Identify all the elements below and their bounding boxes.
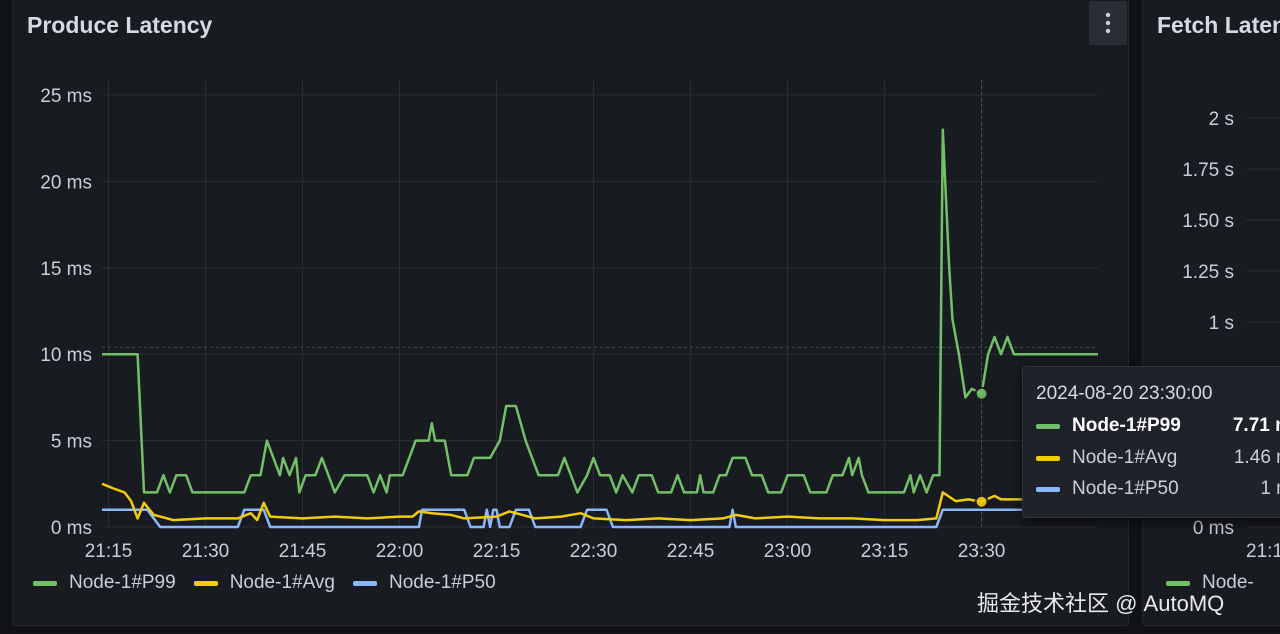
y-tick-label: 25 ms [40,86,92,107]
tooltip-series-value: 1 m [1260,478,1280,499]
fetch-y-tick-label: 1.75 s [1182,160,1234,181]
x-tick-label: 23:00 [764,541,812,562]
legend-item-p99[interactable]: Node-1#P99 [33,572,176,594]
panel-title: Produce Latency [27,12,213,38]
tooltip-series-name: Node-1#P50 [1072,478,1179,499]
x-axis: 21:15 21:30 21:45 22:00 22:15 22:30 22:45 23:00… [85,541,1006,562]
tooltip-row-avg: Node-1#Avg 1.46 m [1036,447,1280,469]
x-tick-label: 21:45 [279,541,327,562]
series-line-Node-1#Avg [101,482,1098,522]
legend-label: Node-1#Avg [229,572,335,593]
fetch-x-tick-label: 21:15 [1246,541,1280,562]
legend-swatch [352,580,377,586]
produce-latency-panel: Produce Latency [12,0,1129,626]
panel-menu-button[interactable] [1089,1,1127,45]
x-tick-label: 22:30 [570,541,618,562]
watermark: 掘金技术社区 @ AutoMQ [977,591,1225,616]
legend-swatch [33,580,57,586]
x-tick-label: 22:00 [376,541,424,562]
legend-label: Node-1#P50 [388,572,496,593]
tooltip-swatch [1036,423,1060,429]
fetch-y-tick-label: 1 s [1209,313,1234,334]
legend-swatch [193,580,218,586]
x-tick-label: 23:15 [861,541,909,562]
fetch-y-axis: 2 s 1.75 s 1.50 s 1.25 s 1 s 0 ms 21:15 [1182,109,1280,562]
hover-point-Node-1#P99 [974,386,989,401]
hover-tooltip: 2024-08-20 23:30:00 Node-1#P99 7.71 m No… [1022,366,1280,518]
x-tick-label: 22:15 [473,541,521,562]
tooltip-row-p50: Node-1#P50 1 m [1036,478,1280,500]
legend-item-avg[interactable]: Node-1#Avg [193,572,335,594]
hover-point-Node-1#Avg [974,494,989,509]
tooltip-series-name: Node-1#Avg [1072,447,1178,468]
series-line-Node-1#P99 [102,128,1098,494]
legend-item-p50[interactable]: Node-1#P50 [352,572,496,594]
y-axis: 0 ms 5 ms 10 ms 15 ms 20 ms 25 ms [40,86,92,539]
kebab-menu-icon [1105,12,1111,34]
y-tick-label: 10 ms [40,345,92,366]
fetch-y-tick-label: 0 ms [1193,518,1234,539]
x-tick-label: 21:15 [85,541,133,562]
panel-title-fetch: Fetch Laten [1157,12,1280,38]
legend-label: Node- [1202,572,1254,593]
x-tick-label: 21:30 [182,541,230,562]
tooltip-series-value: 7.71 m [1232,415,1280,436]
tooltip-series-value: 1.46 m [1233,447,1280,468]
chart-grid [102,80,1098,528]
fetch-y-tick-label: 1.25 s [1182,262,1234,283]
tooltip-series-name: Node-1#P99 [1072,415,1181,436]
x-tick-label: 22:45 [667,541,715,562]
legend-swatch [1166,580,1190,586]
tooltip-time: 2024-08-20 23:30:00 [1036,383,1213,404]
y-tick-label: 5 ms [51,432,92,453]
x-tick-label: 23:30 [958,541,1006,562]
fetch-y-tick-label: 1.50 s [1182,211,1234,232]
tooltip-row-p99: Node-1#P99 7.71 m [1036,415,1280,437]
series-group [101,128,1098,529]
tooltip-swatch [1036,486,1060,492]
fetch-latency-panel: Fetch Laten [1142,0,1280,626]
y-tick-label: 20 ms [40,172,92,193]
series-line-Node-1#P50 [102,508,1098,529]
y-tick-label: 15 ms [40,259,92,280]
chart-legend: Node-1#P99 Node-1#Avg Node-1#P50 [33,572,496,594]
y-tick-label: 0 ms [51,518,92,539]
legend-label: Node-1#P99 [69,572,176,593]
fetch-legend-item[interactable]: Node- [1166,572,1254,594]
tooltip-swatch [1036,455,1060,461]
fetch-y-tick-label: 2 s [1209,109,1234,130]
